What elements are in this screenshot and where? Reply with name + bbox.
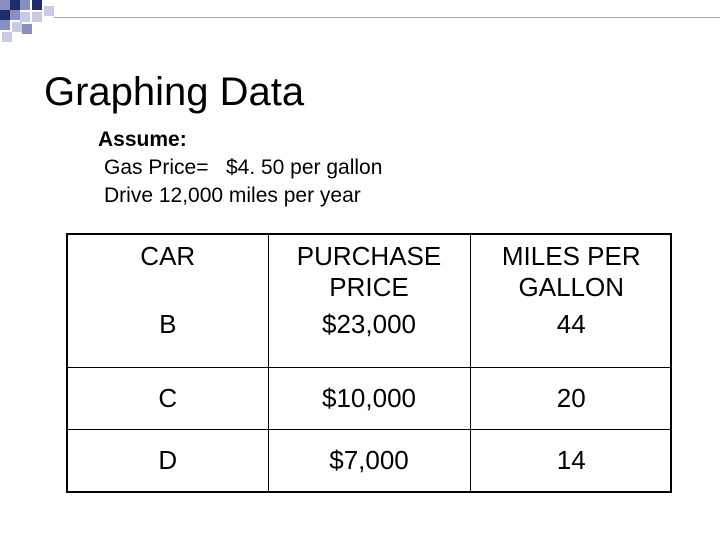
checker-pattern-icon	[0, 0, 54, 42]
cell-car: C	[68, 367, 269, 429]
table-header-row: CAR PURCHASE PRICE MILES PER GALLON	[68, 235, 672, 307]
assumptions-heading: Assume:	[98, 128, 187, 151]
cell-car: B	[68, 307, 269, 367]
cell-miles-per-gallon: 44	[556, 309, 586, 339]
assumption-gas-price: Gas Price= $4. 50 per gallon	[104, 156, 383, 179]
checker-decoration	[0, 0, 68, 44]
cell-miles-per-gallon: 20	[556, 382, 586, 413]
cell-miles-per-gallon: 14	[556, 444, 586, 475]
assumptions-block: Assume: Gas Price= $4. 50 per gallon Dri…	[98, 126, 382, 210]
header-car: CAR	[68, 235, 269, 307]
cell-purchase-price: $23,000	[268, 307, 471, 367]
table-row: D $7,000 14	[68, 429, 672, 491]
cell-purchase-price: $7,000	[268, 429, 471, 491]
table-row: C $10,000 20	[68, 367, 672, 429]
car-data-table: CAR PURCHASE PRICE MILES PER GALLON B $2…	[66, 233, 672, 493]
slide-title: Graphing Data	[44, 70, 305, 114]
header-miles-per-gallon: MILES PER GALLON	[501, 241, 641, 302]
table-row: B $23,000 44	[68, 307, 672, 367]
header-rule	[54, 17, 720, 18]
assumption-mileage: Drive 12,000 miles per year	[104, 184, 361, 207]
header-purchase-price: PURCHASE PRICE	[268, 235, 471, 307]
cell-car: D	[68, 429, 269, 491]
cell-purchase-price: $10,000	[268, 367, 471, 429]
